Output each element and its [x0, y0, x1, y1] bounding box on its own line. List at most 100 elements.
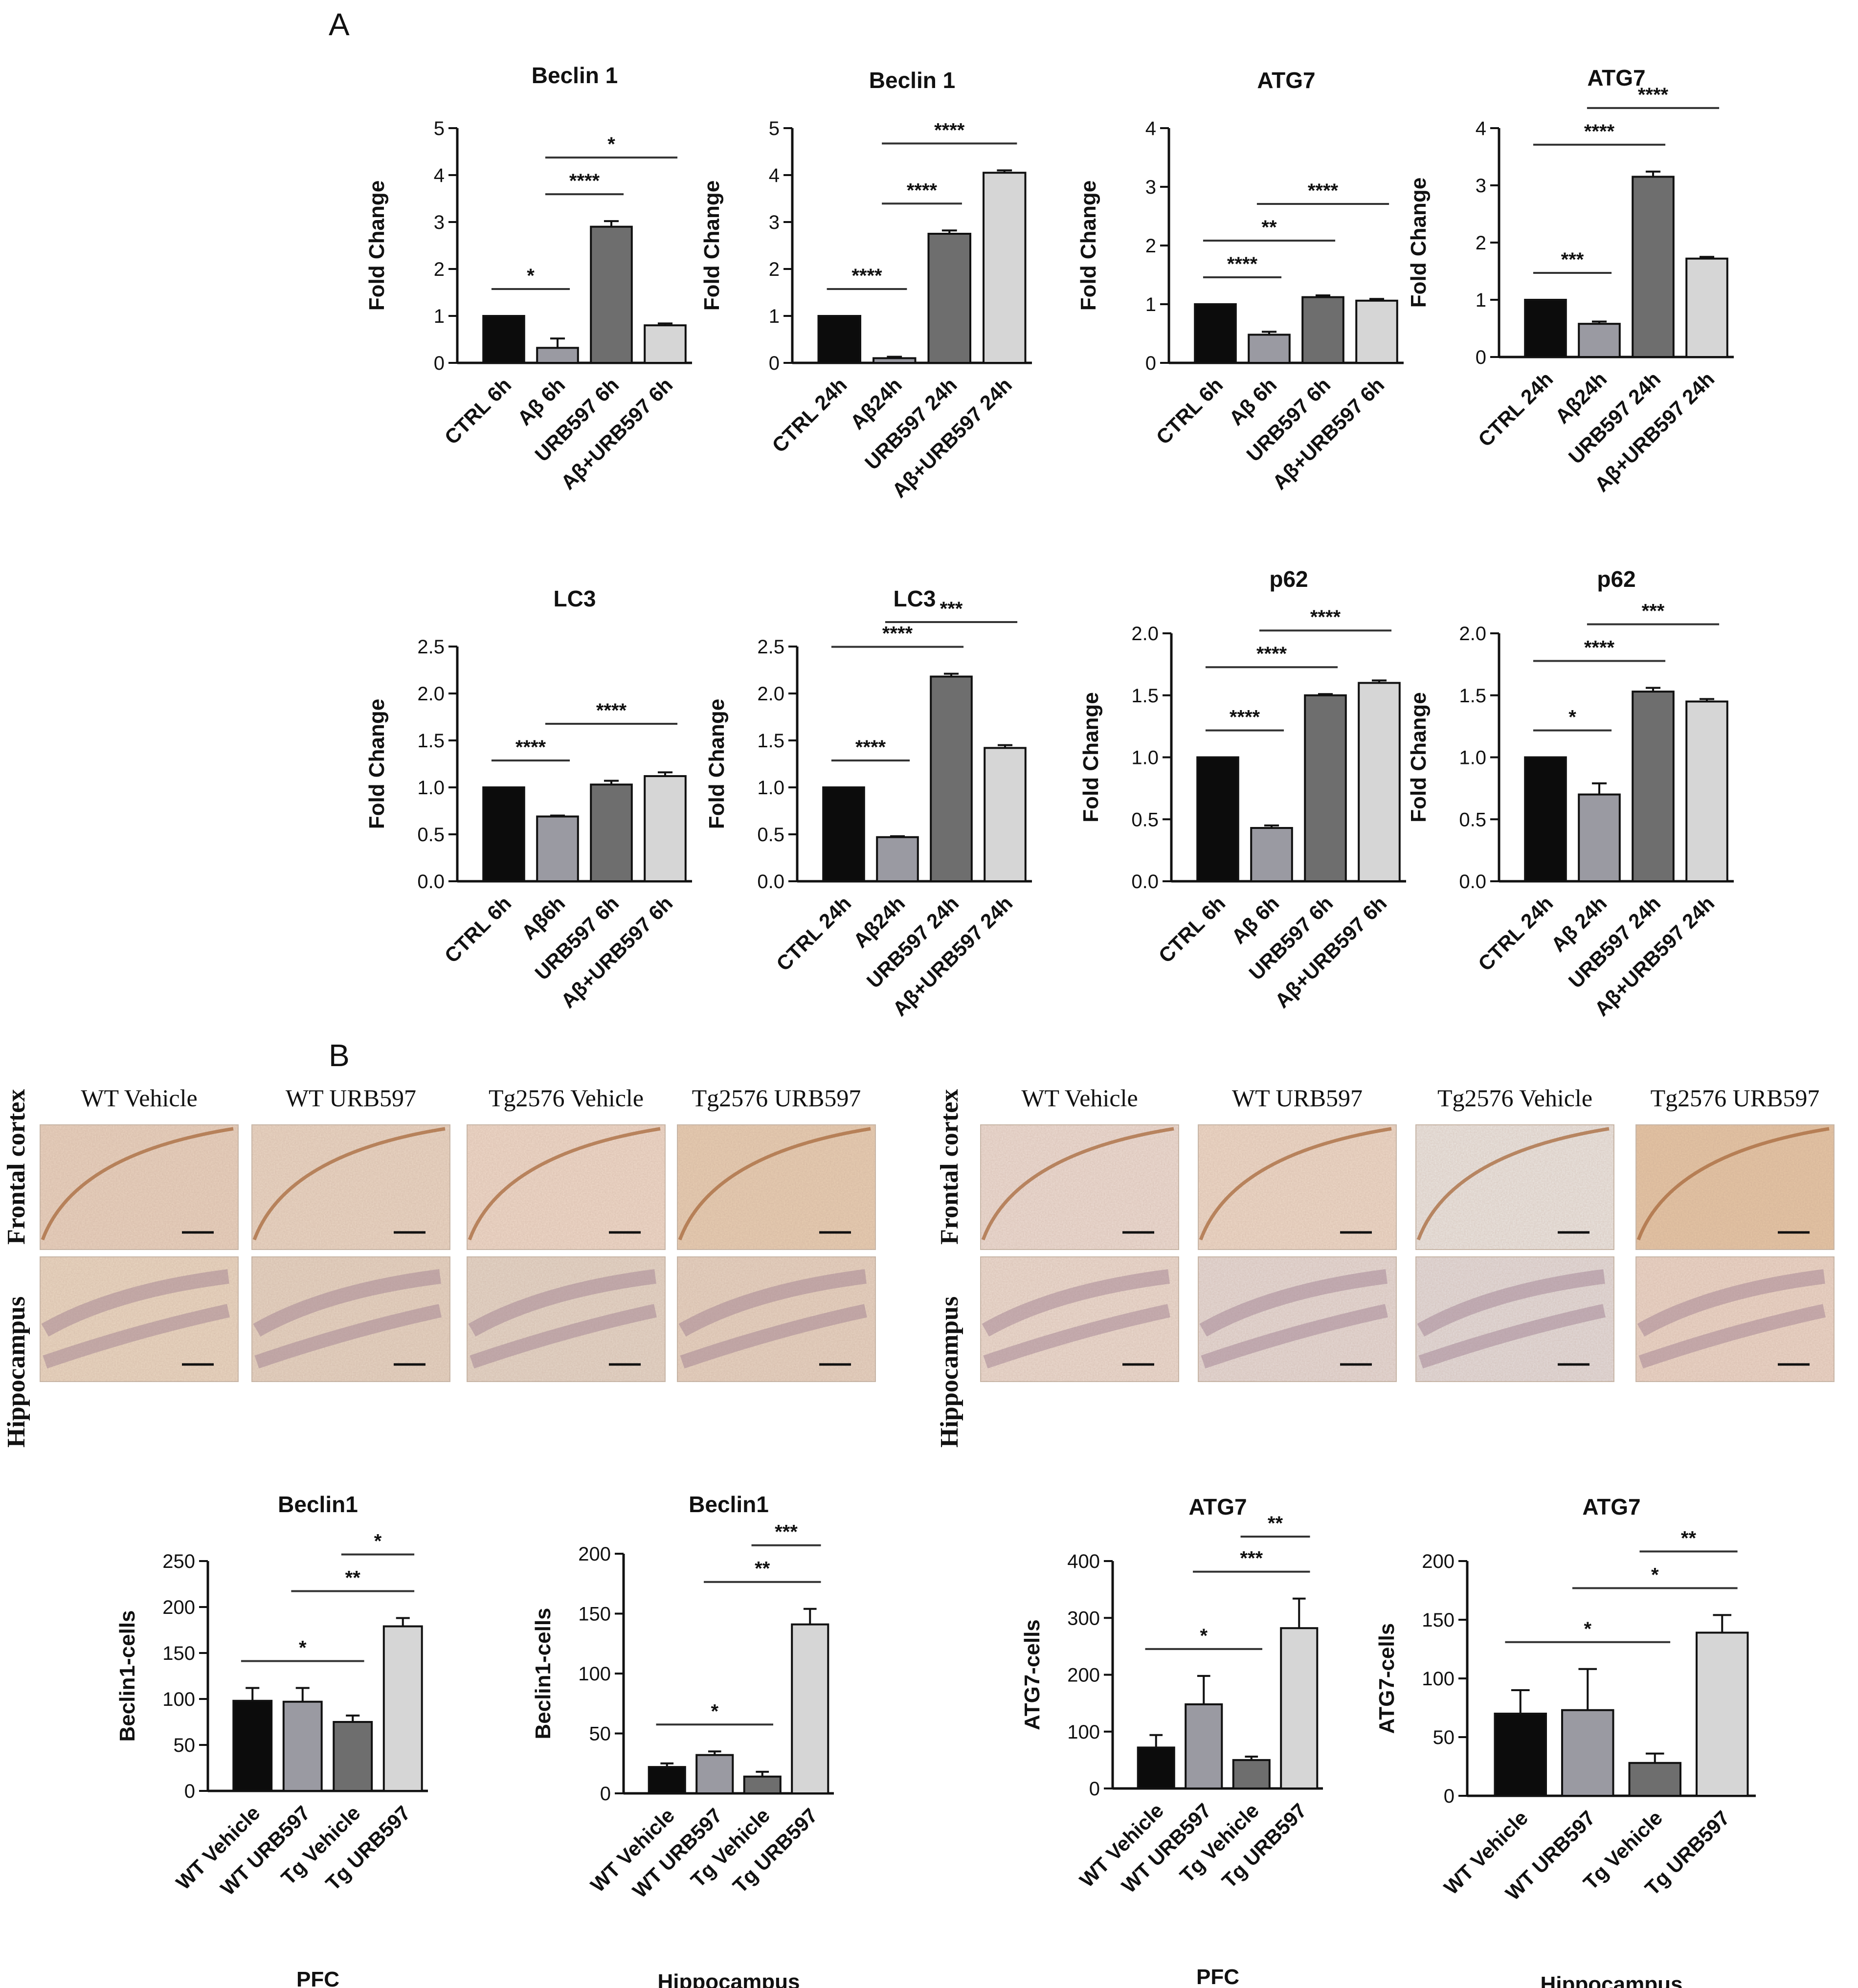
y-tick-label: 2.0 — [1459, 623, 1486, 645]
category-label: CTRL 24h — [772, 892, 855, 975]
y-tick-label: 0.5 — [1459, 809, 1486, 830]
y-axis-label: Fold Change — [705, 699, 729, 829]
bar — [1304, 694, 1347, 882]
bar — [1685, 700, 1728, 883]
y-tick-label: 0.5 — [757, 824, 784, 846]
y-tick-label: 150 — [1422, 1609, 1455, 1631]
panel-label-a: A — [329, 7, 350, 42]
y-tick-label: 2.0 — [757, 683, 784, 705]
micrograph-image — [980, 1256, 1179, 1382]
bar — [1561, 1709, 1614, 1797]
y-tick-label: 150 — [578, 1604, 611, 1625]
y-tick-label: 0 — [1476, 347, 1486, 368]
micrograph-image — [1635, 1256, 1835, 1382]
y-tick-label: 200 — [578, 1543, 611, 1565]
y-tick-label: 50 — [1433, 1727, 1455, 1748]
significance-label: **** — [934, 119, 965, 141]
y-tick-label: 1 — [434, 306, 445, 327]
significance-label: ** — [1261, 217, 1277, 238]
micrograph-panels: WT Vehicle WT URB597 Tg2576 Vehicle Tg2576 … — [2, 1084, 1835, 1448]
y-tick-label: 2 — [1476, 232, 1486, 254]
y-axis-label: Beclin1-cells — [115, 1610, 139, 1742]
y-tick-label: 5 — [434, 118, 445, 139]
y-tick-label: 1.0 — [757, 777, 784, 799]
row-label-frontal-cortex: Frontal cortex — [936, 1089, 963, 1245]
significance-label: **** — [515, 737, 546, 758]
significance-label: **** — [882, 623, 913, 645]
bar — [590, 225, 633, 364]
micrograph-image — [677, 1256, 876, 1382]
bar — [876, 836, 919, 883]
significance-label: * — [1651, 1564, 1659, 1586]
bar — [1301, 296, 1344, 364]
bar — [791, 1623, 829, 1795]
chart-title: Beclin 1 — [869, 67, 955, 93]
bar — [927, 233, 971, 364]
chart-title: ATG7 — [1582, 1494, 1640, 1519]
micrograph-column-label: Tg2576 Vehicle — [489, 1084, 644, 1112]
y-tick-label: 0.0 — [1131, 871, 1159, 893]
y-tick-label: 1 — [1476, 290, 1486, 311]
micrograph-column-label: Tg2576 URB597 — [1651, 1084, 1820, 1112]
micrograph-image — [40, 1256, 239, 1382]
bar — [1250, 826, 1293, 882]
bar — [1524, 299, 1567, 358]
x-axis-label: Hippocampus — [658, 1970, 800, 1988]
bar — [1628, 1762, 1681, 1797]
bar — [1196, 756, 1239, 882]
bar — [648, 1766, 686, 1795]
chart-title: Beclin1 — [689, 1492, 769, 1517]
y-axis-label: Beclin1-cells — [531, 1608, 555, 1739]
y-tick-label: 1.5 — [417, 730, 445, 752]
bar — [983, 172, 1027, 364]
y-axis-label: Fold Change — [1407, 692, 1431, 822]
y-tick-label: 300 — [1067, 1608, 1100, 1629]
bar — [536, 815, 579, 883]
category-label: CTRL 6h — [440, 892, 516, 967]
y-tick-label: 1 — [769, 306, 780, 327]
y-tick-label: 1.0 — [417, 777, 445, 799]
bar — [1524, 756, 1567, 882]
category-label: Aβ6h — [517, 892, 569, 944]
bar — [1137, 1746, 1175, 1790]
significance-label: **** — [1230, 707, 1260, 728]
y-tick-label: 200 — [1067, 1665, 1100, 1686]
significance-label: *** — [775, 1521, 798, 1543]
significance-label: **** — [1584, 121, 1615, 142]
y-tick-label: 100 — [1067, 1721, 1100, 1743]
chart-title: p62 — [1269, 566, 1308, 592]
significance-label: * — [527, 265, 535, 287]
bar — [1280, 1627, 1319, 1790]
y-tick-label: 100 — [578, 1663, 611, 1685]
y-tick-label: 0 — [184, 1781, 195, 1802]
bar — [536, 347, 579, 364]
chart-lc3_24h: LC3 Fold Change 0.0 0.5 1.0 1.5 2.0 2.5 CTRL 24h… — [705, 586, 1032, 1021]
y-tick-label: 1.0 — [1131, 747, 1159, 769]
micrograph-image — [40, 1124, 239, 1250]
category-label: CTRL 24h — [1474, 892, 1557, 975]
micrograph-image — [677, 1124, 876, 1250]
y-tick-label: 0 — [600, 1783, 611, 1805]
bar — [1632, 176, 1675, 358]
y-tick-label: 200 — [1422, 1551, 1455, 1572]
significance-label: * — [1584, 1618, 1591, 1640]
bar — [282, 1700, 323, 1792]
bar — [382, 1625, 423, 1792]
category-label: CTRL 24h — [767, 373, 851, 457]
y-tick-label: 1.5 — [1459, 685, 1486, 707]
bar — [482, 315, 525, 364]
y-tick-label: 1.5 — [757, 730, 784, 752]
category-label: CTRL 6h — [1154, 892, 1230, 967]
y-tick-label: 2.0 — [417, 683, 445, 705]
y-tick-label: 4 — [434, 165, 445, 186]
bar — [1685, 257, 1728, 358]
y-axis-label: Fold Change — [365, 180, 389, 311]
micrograph-column-label: Tg2576 URB597 — [692, 1084, 861, 1112]
micrograph-image — [980, 1124, 1179, 1250]
